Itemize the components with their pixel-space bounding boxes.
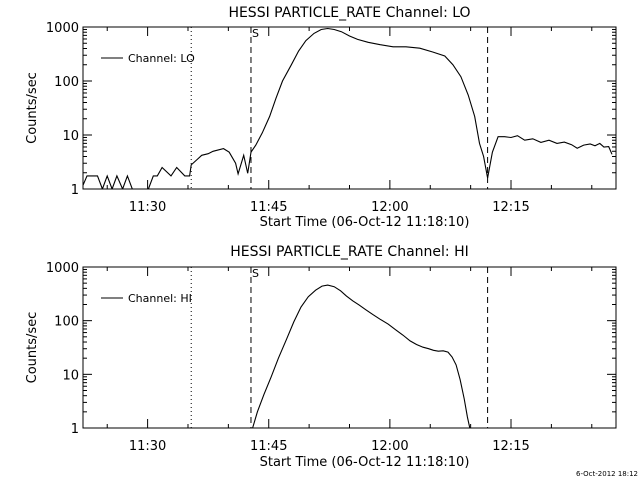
chart-title: HESSI PARTICLE_RATE Channel: HI [230,244,468,260]
marker-label: S [252,267,259,280]
x-tick-label: 11:45 [250,200,287,215]
y-axis-label: Counts/sec [25,312,40,384]
panel-hi: HESSI PARTICLE_RATE Channel: HI 1 10 100 100… [25,244,617,470]
y-tick-label: 1000 [46,21,79,36]
footer-timestamp: 6-Oct-2012 18:12 [576,470,638,478]
x-axis-label: Start Time (06-Oct-12 11:18:10) [260,215,470,230]
x-axis-label: Start Time (06-Oct-12 11:18:10) [260,455,470,470]
y-tick-label: 100 [54,315,79,330]
x-tick-label: 12:00 [371,439,408,454]
legend-label: Channel: HI [128,292,192,305]
y-tick-label: 10 [62,129,79,144]
series-line-0 [83,27,613,189]
marker-label: S [252,27,259,40]
y-tick-label: 1000 [46,261,79,276]
y-tick-label: 100 [54,75,79,90]
x-tick-label: 11:30 [129,200,166,215]
chart-title: HESSI PARTICLE_RATE Channel: LO [228,5,470,21]
legend-label: Channel: LO [128,52,195,65]
y-tick-label: 10 [62,368,79,383]
x-tick-label: 12:15 [492,200,529,215]
x-tick-label: 11:45 [250,439,287,454]
x-tick-label: 12:15 [492,439,529,454]
y-axis-label: Counts/sec [25,72,40,144]
series-line-0 [252,284,471,428]
x-tick-label: 11:30 [129,439,166,454]
y-tick-label: 1 [71,183,79,198]
panel-lo: HESSI PARTICLE_RATE Channel: LO 1 10 100 100… [25,5,617,230]
x-tick-label: 12:00 [371,200,408,215]
y-tick-label: 1 [71,422,79,437]
